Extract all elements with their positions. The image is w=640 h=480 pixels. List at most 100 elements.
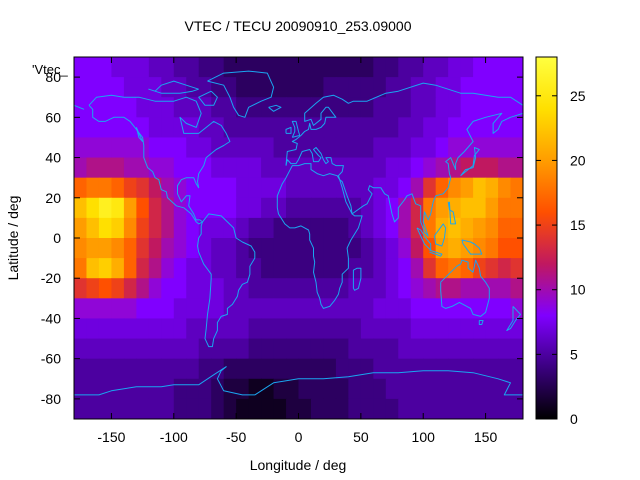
heatmap-cell xyxy=(236,57,250,78)
heatmap-cell xyxy=(248,217,262,239)
heatmap-cell xyxy=(410,238,424,259)
coastline-line xyxy=(433,223,447,247)
coastline-line xyxy=(447,201,457,225)
heatmap-cell xyxy=(398,57,412,78)
heatmap-cell xyxy=(310,238,325,259)
heatmap-cell xyxy=(98,238,113,259)
heatmap-cell xyxy=(86,318,100,340)
coastline-line xyxy=(506,306,521,331)
heatmap-cell xyxy=(423,358,437,380)
heatmap-cell xyxy=(348,117,362,139)
heatmap-cell xyxy=(223,197,237,219)
heatmap-cell xyxy=(448,338,462,360)
heatmap-cell xyxy=(348,177,362,199)
heatmap-cell xyxy=(448,197,462,219)
heatmap-cell xyxy=(360,77,374,98)
heatmap-cell xyxy=(510,298,523,320)
heatmap-cell xyxy=(173,358,187,380)
heatmap-cell xyxy=(286,338,300,360)
coastline-line xyxy=(285,82,523,166)
heatmap-cell xyxy=(410,358,424,380)
heatmap-cell xyxy=(398,77,412,98)
heatmap-cell xyxy=(173,217,187,239)
heatmap-cell xyxy=(198,157,212,179)
colorbar xyxy=(535,56,558,420)
heatmap-cell xyxy=(335,338,349,360)
heatmap-cell xyxy=(410,157,424,179)
heatmap-cell xyxy=(360,358,374,380)
heatmap-cell xyxy=(435,278,449,299)
heatmap-cell xyxy=(248,298,262,320)
heatmap-cell xyxy=(98,278,113,299)
heatmap-cell xyxy=(248,117,262,139)
heatmap-cell xyxy=(98,318,113,340)
heatmap-cell xyxy=(173,258,187,279)
heatmap-cell xyxy=(273,378,287,400)
heatmap-cell xyxy=(248,197,262,219)
heatmap-cell xyxy=(498,57,512,78)
heatmap-cell xyxy=(385,378,399,400)
heatmap-cell xyxy=(360,137,374,159)
heatmap-cell xyxy=(473,217,487,239)
heatmap-cell xyxy=(448,77,462,98)
heatmap-cell xyxy=(410,137,424,159)
heatmap-cell xyxy=(310,77,325,98)
heatmap-cell xyxy=(310,278,325,299)
colorbar-tick-label: 15 xyxy=(570,217,586,233)
heatmap xyxy=(74,57,523,419)
heatmap-cell xyxy=(273,157,287,179)
coastline-line xyxy=(74,366,523,396)
heatmap-cell xyxy=(360,278,374,299)
heatmap-cell xyxy=(510,338,523,360)
heatmap-cell xyxy=(510,157,523,179)
heatmap-cell xyxy=(498,217,512,239)
heatmap-cell xyxy=(161,77,175,98)
heatmap-cell xyxy=(385,197,399,219)
heatmap-cell xyxy=(136,278,150,299)
heatmap-cell xyxy=(74,258,88,279)
heatmap-cell xyxy=(273,318,287,340)
heatmap-cell xyxy=(423,157,437,179)
heatmap-cell xyxy=(123,298,137,320)
heatmap-cell xyxy=(211,298,225,320)
heatmap-cell xyxy=(435,157,449,179)
heatmap-cell xyxy=(211,117,225,139)
x-tick-label: 50 xyxy=(353,429,369,445)
heatmap-cell xyxy=(236,97,250,118)
heatmap-cell xyxy=(460,378,474,400)
heatmap-cell xyxy=(373,358,387,380)
heatmap-cell xyxy=(223,217,237,239)
heatmap-cell xyxy=(123,358,137,380)
heatmap-cell xyxy=(123,157,137,179)
coastline-line xyxy=(285,126,292,134)
heatmap-cell xyxy=(498,398,512,419)
heatmap-cell xyxy=(111,197,125,219)
heatmap-cell xyxy=(223,117,237,139)
colorbar-tick-label: 0 xyxy=(570,411,578,427)
heatmap-cell xyxy=(398,298,412,320)
heatmap-cell xyxy=(485,298,499,320)
heatmap-cell xyxy=(473,378,487,400)
heatmap-cell xyxy=(123,258,137,279)
heatmap-cell xyxy=(373,157,387,179)
heatmap-cell xyxy=(111,338,125,360)
heatmap-cell xyxy=(398,338,412,360)
x-tick-label: 0 xyxy=(295,429,303,445)
heatmap-cell xyxy=(173,378,187,400)
heatmap-cell xyxy=(410,77,424,98)
heatmap-cell xyxy=(510,278,523,299)
heatmap-cell xyxy=(161,238,175,259)
heatmap-cell xyxy=(148,57,162,78)
heatmap-cell xyxy=(323,217,337,239)
heatmap-cell xyxy=(86,157,100,179)
heatmap-cell xyxy=(460,358,474,380)
heatmap-cell xyxy=(323,258,337,279)
heatmap-cell xyxy=(398,358,412,380)
heatmap-cell xyxy=(298,97,312,118)
heatmap-cell xyxy=(273,77,287,98)
heatmap-cell xyxy=(161,298,175,320)
heatmap-cell xyxy=(86,57,100,78)
heatmap-cell xyxy=(136,338,150,360)
coastline-line xyxy=(207,70,275,118)
heatmap-cell xyxy=(236,197,250,219)
